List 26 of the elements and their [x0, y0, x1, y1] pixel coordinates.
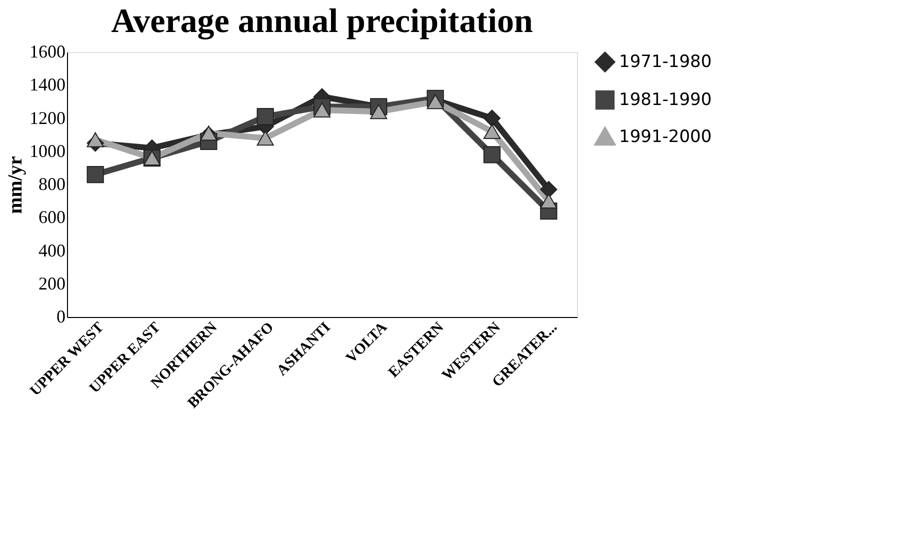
point — [483, 110, 501, 127]
point — [86, 132, 104, 148]
y-tick-label: 0 — [56, 306, 66, 326]
y-tick-label: 400 — [38, 240, 66, 260]
point — [313, 102, 331, 118]
legend-label: 1981-1990 — [619, 90, 712, 110]
point — [256, 108, 274, 126]
point — [86, 166, 104, 184]
y-tick-label: 800 — [38, 174, 66, 194]
point — [540, 180, 558, 198]
y-tick-label: 600 — [38, 207, 66, 228]
y-tick-label: 1400 — [30, 74, 66, 95]
y-tick-label: 200 — [38, 273, 66, 294]
legend-label: 1991-2000 — [619, 127, 712, 147]
y-tick-label: 1000 — [30, 140, 66, 161]
y-tick-label: 1600 — [30, 42, 66, 62]
y-tick-label: 1200 — [30, 108, 66, 128]
point — [540, 194, 558, 209]
chart-title: Average annual precipitation — [111, 3, 534, 40]
legend-label: 1971-1980 — [619, 52, 712, 72]
y-axis-title: mm/yr — [4, 156, 26, 214]
point — [483, 124, 501, 139]
point — [483, 146, 501, 164]
point — [426, 94, 444, 110]
point — [256, 130, 274, 146]
point — [370, 104, 388, 120]
